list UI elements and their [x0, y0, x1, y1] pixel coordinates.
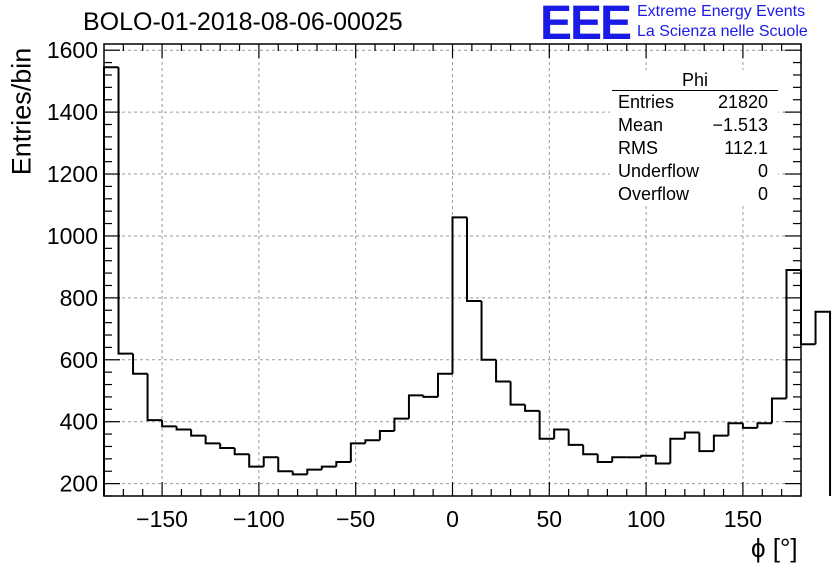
- stats-row-overflow: Overflow 0: [610, 183, 778, 206]
- x-tick-label: 150: [724, 506, 762, 532]
- histogram-bin: [814, 310, 832, 496]
- histogram-bin: [480, 300, 497, 361]
- histogram-bin: [161, 420, 177, 428]
- stats-label: Entries: [618, 92, 675, 112]
- histogram-bin: [683, 431, 700, 439]
- plot-frame: [103, 43, 802, 497]
- plot-title: BOLO-01-2018-08-06-00025: [83, 8, 403, 36]
- histogram-bin: [741, 423, 758, 429]
- histogram-bin: [756, 422, 772, 428]
- stats-row-mean: Mean −1.513: [610, 114, 778, 137]
- histogram-bin: [436, 372, 453, 397]
- histogram-bin: [277, 457, 293, 473]
- y-tick-label: 400: [60, 409, 98, 435]
- logo-text-line1: Extreme Energy Events: [637, 3, 806, 20]
- histogram-bin: [509, 381, 526, 406]
- histogram-bin: [262, 456, 279, 467]
- histogram-bin: [364, 439, 380, 444]
- histogram-bin: [204, 435, 221, 445]
- histogram-bin: [770, 397, 787, 424]
- histogram-bin: [306, 468, 322, 475]
- stats-box: Phi Entries 21820 Mean −1.513 RMS 112.1 …: [610, 70, 778, 206]
- histogram-bin: [132, 353, 148, 375]
- y-tick-label: 1400: [47, 99, 98, 125]
- histogram-bin: [422, 395, 438, 398]
- x-tick-label: −50: [336, 506, 375, 532]
- y-tick-label: 1600: [47, 37, 98, 63]
- histogram-bin: [785, 269, 801, 399]
- histogram-bin: [378, 429, 395, 441]
- stats-label: Mean: [618, 115, 664, 135]
- histogram-bin: [175, 426, 192, 431]
- y-tick-label: 200: [60, 471, 98, 497]
- histogram-bin: [393, 417, 409, 431]
- y-tick-label: 800: [60, 285, 98, 311]
- histogram-bin: [611, 456, 627, 462]
- y-tick-label: 1200: [47, 161, 98, 187]
- histogram-bin: [291, 471, 308, 476]
- axis-ticks: [104, 44, 802, 497]
- stats-label: Underflow: [618, 161, 700, 181]
- histogram-bin: [103, 66, 119, 496]
- histogram-bin: [698, 432, 714, 453]
- histogram-bin: [190, 429, 206, 437]
- histogram-bin: [800, 270, 816, 346]
- histogram-bin: [640, 454, 656, 458]
- logo-text-line2: La Scienza nelle Scuole: [637, 23, 808, 40]
- x-tick-label: 0: [446, 506, 459, 532]
- eee-logo: EEE: [540, 0, 632, 50]
- histogram-bin: [524, 404, 540, 412]
- stats-value: 21820: [717, 92, 768, 112]
- tick-labels: −150 −100 −50 0 50 100 150 200 400 600 800 1000 1200…: [47, 37, 762, 532]
- stats-value: −1.513: [712, 115, 768, 135]
- histogram-bin: [466, 217, 482, 302]
- stats-row-entries: Entries 21820: [610, 91, 778, 114]
- histogram-bin: [553, 428, 569, 439]
- histogram-bin: [248, 454, 264, 468]
- histogram-bin: [654, 455, 671, 465]
- histogram-bin: [451, 216, 468, 374]
- stats-title: Phi: [612, 70, 778, 91]
- x-axis-label: ϕ [°]: [751, 533, 798, 563]
- histogram-bin: [233, 448, 250, 456]
- histogram-bin: [596, 454, 613, 463]
- stats-value: 0: [757, 161, 768, 181]
- stats-label: Overflow: [618, 184, 690, 204]
- y-tick-label: 1000: [47, 223, 98, 249]
- histogram-bin: [538, 410, 555, 440]
- histogram-bin: [335, 460, 351, 467]
- histogram-bin: [727, 422, 743, 436]
- y-tick-label: 600: [60, 347, 98, 373]
- stats-value: 112.1: [724, 138, 768, 158]
- histogram-bin: [712, 434, 729, 452]
- x-tick-label: −100: [233, 506, 285, 532]
- histogram-bin: [320, 465, 337, 470]
- stats-row-rms: RMS 112.1: [610, 137, 778, 160]
- x-tick-label: 100: [627, 506, 665, 532]
- stats-row-underflow: Underflow 0: [610, 160, 778, 183]
- y-axis-label: Entries/bin: [6, 47, 37, 176]
- histogram-bin: [117, 67, 134, 355]
- histogram-bin: [669, 437, 685, 464]
- stats-label: RMS: [618, 138, 658, 158]
- x-tick-label: −150: [136, 506, 188, 532]
- histogram-bin: [407, 394, 424, 419]
- histogram-bin: [146, 373, 163, 422]
- histogram-bin: [567, 429, 584, 446]
- stats-value: 0: [757, 184, 768, 204]
- histogram-bin: [349, 442, 366, 462]
- histogram-bin: [495, 359, 511, 383]
- histogram-bin: [219, 443, 235, 450]
- x-tick-label: 50: [537, 506, 563, 532]
- histogram-bin: [582, 444, 598, 456]
